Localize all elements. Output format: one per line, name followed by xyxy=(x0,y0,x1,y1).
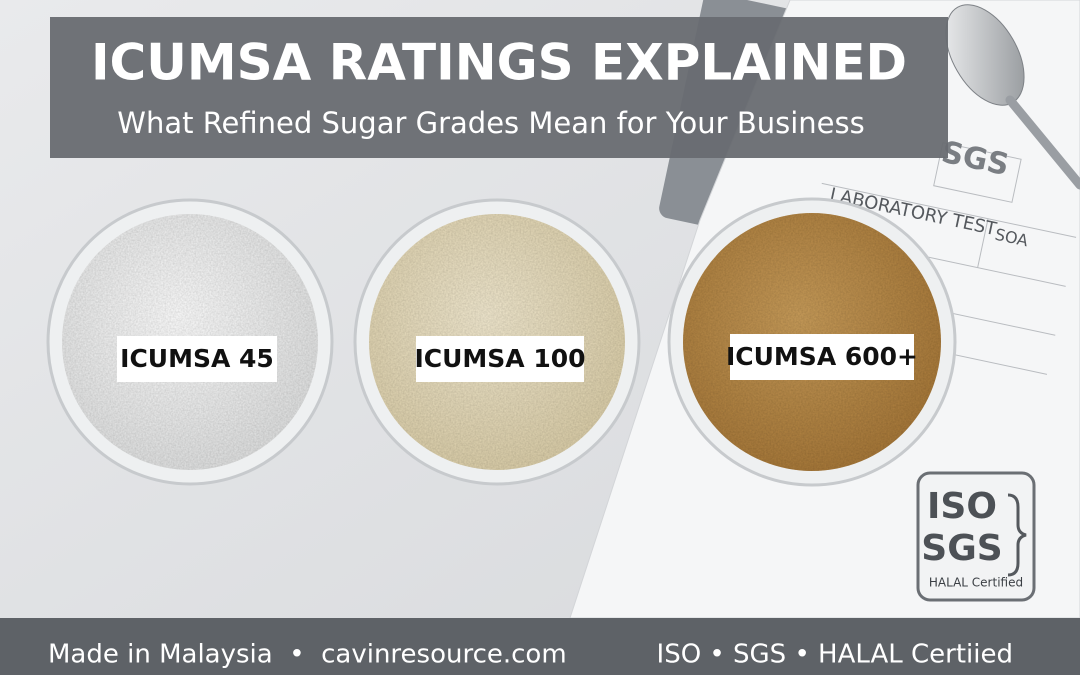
title: ICUMSA RATINGS EXPLAINED xyxy=(91,34,907,92)
badge-line: SGS xyxy=(921,528,1002,569)
footer-left: Made in Malaysia • cavinresource.com xyxy=(48,640,567,670)
sample-label: ICUMSA 100 xyxy=(414,344,585,373)
sample-label: ICUMSA 45 xyxy=(120,344,274,373)
header-banner xyxy=(50,17,948,158)
form-line xyxy=(821,182,1077,238)
spoon xyxy=(945,4,1080,190)
sample-label: ICUMSA 600+ xyxy=(726,342,918,371)
badge-caption: HALAL Certified xyxy=(929,576,1023,590)
logo-box xyxy=(933,142,1022,203)
label-card xyxy=(416,336,584,382)
label-card xyxy=(730,334,914,380)
footer-bar xyxy=(0,618,1080,675)
subtitle: What Refined Sugar Grades Mean for Your … xyxy=(117,106,864,140)
footer-right: ISO • SGS • HALAL Certiied xyxy=(657,640,1013,670)
label-card xyxy=(117,336,277,382)
badge-line: ISO xyxy=(927,486,997,527)
cert-badge xyxy=(916,471,1036,602)
form-line xyxy=(977,218,989,268)
